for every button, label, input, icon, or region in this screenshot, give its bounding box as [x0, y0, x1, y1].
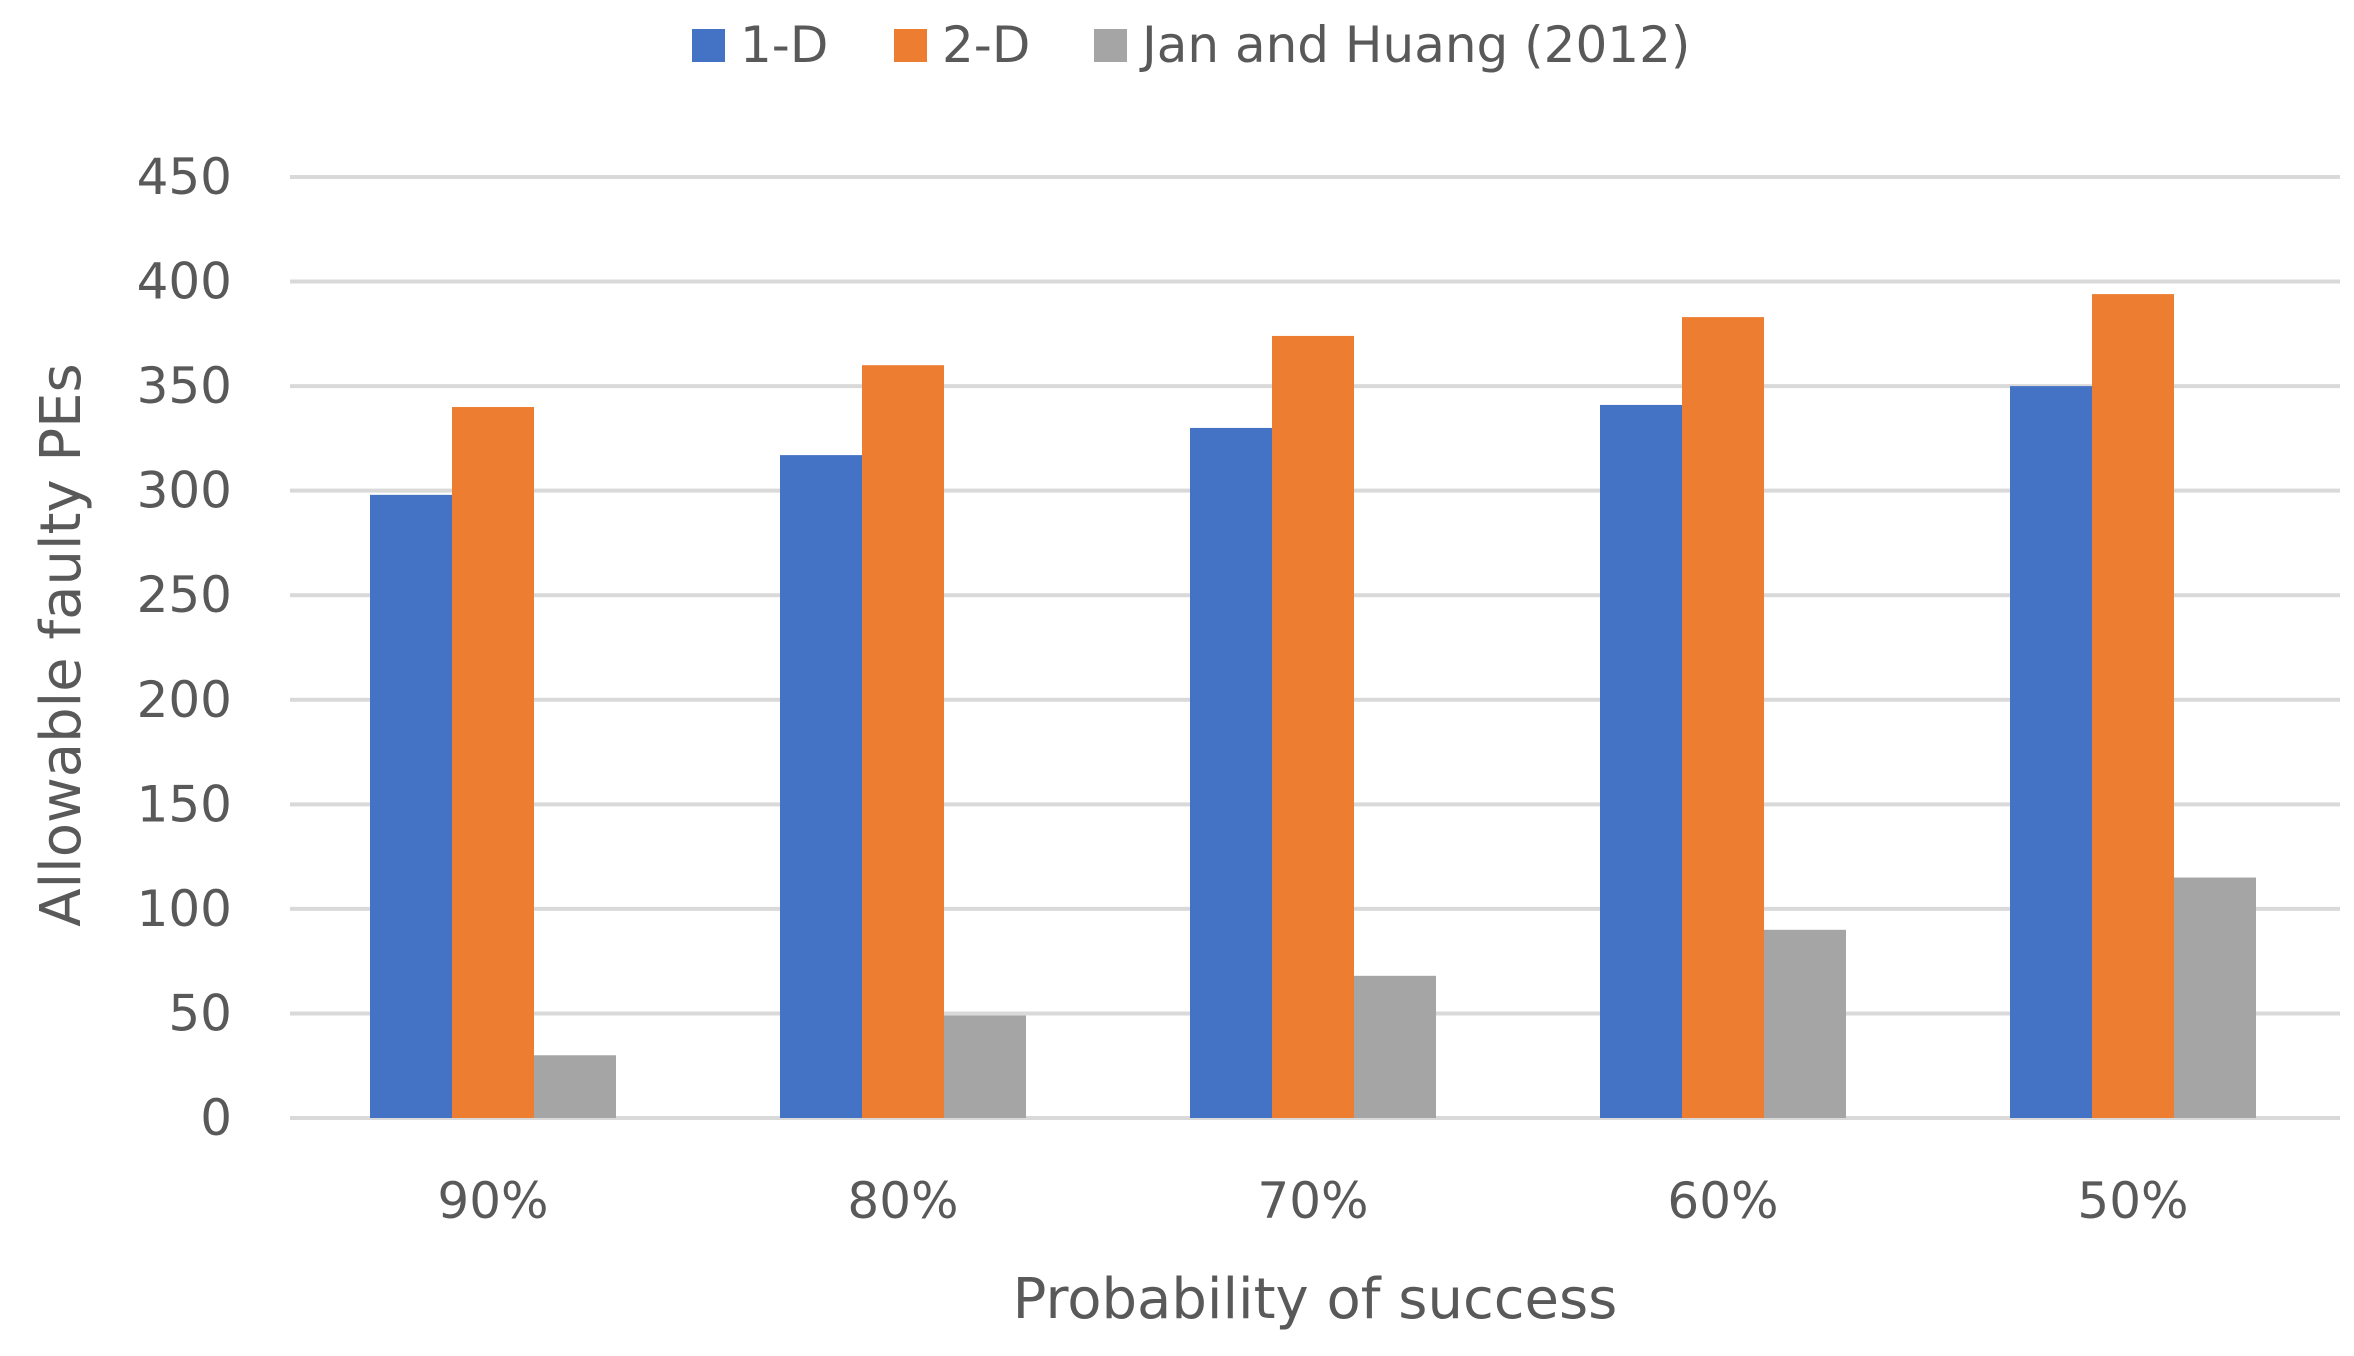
bar-1-d-60pct [1600, 404, 1682, 1118]
y-tick-label: 400 [137, 253, 232, 311]
bar-2-d-70pct [1272, 335, 1354, 1118]
y-axis-title: Allowable faulty PEs [29, 363, 94, 926]
x-axis-title: Probability of success [1013, 1267, 1618, 1332]
bar-jan-and-huang-2012-80pct [944, 1015, 1026, 1118]
bar-jan-and-huang-2012-70pct [1354, 975, 1436, 1118]
bar-1-d-90pct [370, 494, 452, 1118]
y-tick-label: 300 [137, 462, 232, 520]
legend: 1-D 2-D Jan and Huang (2012) [692, 16, 1690, 74]
y-tick-label: 0 [200, 1089, 232, 1147]
legend-label-3: Jan and Huang (2012) [1139, 16, 1690, 74]
x-tick-label: 60% [1667, 1172, 1778, 1230]
bar-jan-and-huang-2012-50pct [2174, 877, 2256, 1118]
x-tick-label: 90% [437, 1172, 548, 1230]
legend-label-2: 2-D [942, 16, 1030, 74]
bar-2-d-90pct [452, 407, 534, 1118]
bar-2-d-80pct [862, 365, 944, 1118]
y-tick-label: 100 [137, 880, 232, 938]
bar-jan-and-huang-2012-90pct [534, 1055, 616, 1118]
x-tick-label: 80% [847, 1172, 958, 1230]
y-axis-ticks: 0 50 100 150 200 250 300 350 400 450 [137, 148, 232, 1147]
bar-1-d-70pct [1190, 427, 1272, 1118]
bars [370, 294, 2256, 1119]
bar-jan-and-huang-2012-60pct [1764, 929, 1846, 1118]
legend-swatch-3 [1094, 29, 1127, 62]
y-tick-label: 350 [137, 357, 232, 415]
y-tick-label: 450 [137, 148, 232, 206]
bar-1-d-80pct [780, 455, 862, 1118]
y-tick-label: 200 [137, 671, 232, 729]
y-tick-label: 250 [137, 566, 232, 624]
y-tick-label: 50 [168, 984, 232, 1042]
x-tick-label: 50% [2077, 1172, 2188, 1230]
x-axis-ticks: 90% 80% 70% 60% 50% [437, 1172, 2188, 1230]
legend-swatch-2 [894, 29, 927, 62]
bar-2-d-50pct [2092, 294, 2174, 1118]
bar-1-d-50pct [2010, 386, 2092, 1119]
y-tick-label: 150 [137, 775, 232, 833]
x-tick-label: 70% [1257, 1172, 1368, 1230]
bar-2-d-60pct [1682, 317, 1764, 1118]
legend-swatch-1 [692, 29, 725, 62]
legend-label-1: 1-D [740, 16, 828, 74]
